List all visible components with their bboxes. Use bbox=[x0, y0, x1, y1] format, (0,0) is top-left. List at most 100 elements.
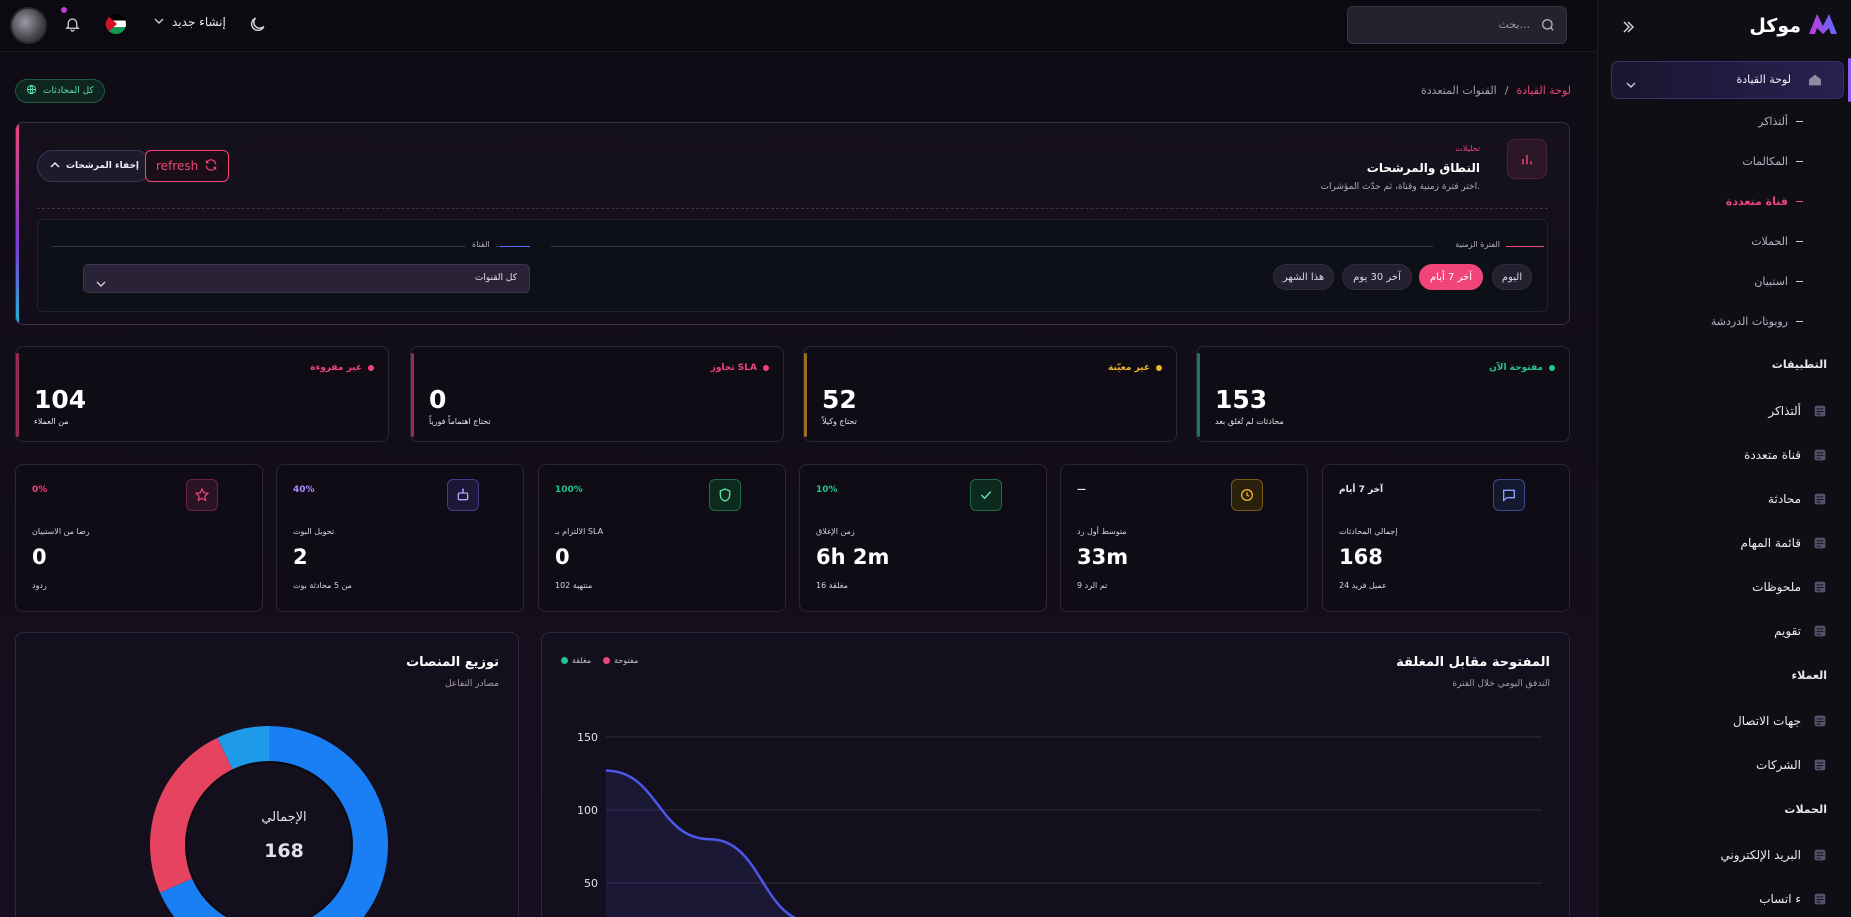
kpi-subtext: من العملاء bbox=[34, 417, 69, 426]
breadcrumb-home[interactable]: لوحة القيادة bbox=[1516, 84, 1571, 97]
bot-icon bbox=[447, 479, 479, 511]
donut-hole bbox=[185, 761, 353, 917]
period-today[interactable]: اليوم bbox=[1492, 264, 1532, 290]
ticket-icon bbox=[1811, 402, 1829, 420]
line-card-subtitle: التدفق اليومي خلال الفترة bbox=[1452, 679, 1550, 689]
stat-value: 0 bbox=[32, 545, 47, 569]
top-bar: إنشاء جديد بحث... bbox=[0, 0, 1597, 52]
sidebar-item-label: ملحوظات bbox=[1752, 580, 1801, 594]
donut-slice[interactable] bbox=[217, 726, 270, 771]
sidebar-subitem-dash bbox=[1796, 281, 1803, 282]
sidebar-item-label: قائمة المهام bbox=[1740, 536, 1801, 550]
sidebar-subitem[interactable]: ألتذاكر bbox=[1758, 115, 1803, 128]
stat-subtext: 24 عميل فريد bbox=[1339, 581, 1387, 590]
sidebar-subitem-dash bbox=[1796, 201, 1803, 202]
avatar[interactable] bbox=[10, 7, 47, 44]
legend-open-swatch bbox=[603, 657, 611, 664]
breadcrumb-current: القنوات المتعددة bbox=[1421, 84, 1497, 97]
chat-icon bbox=[1493, 479, 1525, 511]
search-box[interactable]: بحث... bbox=[1347, 6, 1567, 44]
kpi-status-dot bbox=[1549, 365, 1555, 371]
donut-center-label: الإجمالي bbox=[261, 810, 307, 825]
stat-subtext: من 5 محادثة بوت bbox=[293, 581, 352, 590]
notes-icon bbox=[1811, 578, 1829, 596]
stat-value: 0 bbox=[555, 545, 570, 569]
sidebar-subitem[interactable]: روبوتات الدردشة bbox=[1711, 315, 1803, 328]
kpi-status-dot bbox=[1156, 365, 1162, 371]
donut-slice[interactable] bbox=[150, 737, 234, 893]
multichannel-icon bbox=[1811, 446, 1829, 464]
chevron-down-icon bbox=[96, 274, 106, 293]
sidebar-subitem[interactable]: الحملات bbox=[1751, 235, 1803, 248]
filters-accent-bar bbox=[16, 123, 19, 324]
search-input[interactable]: بحث... bbox=[1498, 18, 1530, 31]
sidebar-subitem[interactable]: المكالمات bbox=[1742, 155, 1803, 168]
calendar-icon bbox=[1811, 622, 1829, 640]
language-flag-icon[interactable] bbox=[106, 14, 126, 34]
kpi-label: غير مقروءة bbox=[310, 363, 374, 373]
refresh-icon bbox=[204, 158, 218, 175]
sidebar-item-dashboard[interactable]: لوحة القيادة bbox=[1611, 61, 1844, 99]
kpi-label-text: مفتوحة الآن bbox=[1489, 363, 1543, 373]
sidebar-subitem-label: المكالمات bbox=[1742, 155, 1788, 168]
sidebar-item[interactable]: تقويم bbox=[1774, 622, 1829, 640]
sidebar-item[interactable]: جهات الاتصال bbox=[1733, 712, 1829, 730]
sidebar-item-label: الشركات bbox=[1756, 758, 1801, 772]
sidebar-item[interactable]: الشركات bbox=[1756, 756, 1829, 774]
stat-card: 100% الالتزام بـ SLA 0 102 منتهية bbox=[538, 464, 786, 612]
kpi-label: مفتوحة الآن bbox=[1489, 363, 1555, 373]
sidebar-subitem-label: استبيان bbox=[1754, 275, 1788, 288]
stat-label: الالتزام بـ SLA bbox=[555, 527, 604, 536]
kpi-label-text: تجاوز SLA bbox=[710, 363, 757, 373]
stat-card: 40% تحويل البوت 2 من 5 محادثة بوت bbox=[276, 464, 524, 612]
stat-card: آخر 7 أيام إجمالي المحادثات 168 24 عميل فري… bbox=[1322, 464, 1570, 612]
sidebar-item[interactable]: ء اتساب bbox=[1759, 890, 1829, 908]
channel-select[interactable]: كل القنوات bbox=[83, 264, 530, 293]
y-tick-label: 150 bbox=[577, 731, 598, 744]
y-tick-label: 50 bbox=[584, 877, 598, 890]
stat-card: 0% رضا من الاستبيان 0 ردود bbox=[15, 464, 263, 612]
all-chats-badge[interactable]: كل المحادثات bbox=[15, 79, 105, 103]
all-chats-label: كل المحادثات bbox=[43, 86, 94, 96]
globe-icon bbox=[26, 84, 37, 98]
create-new-dropdown[interactable]: إنشاء جديد bbox=[154, 15, 226, 29]
bell-icon[interactable] bbox=[64, 15, 81, 33]
analytics-chart-icon bbox=[1507, 139, 1547, 179]
sidebar-item[interactable]: محادثة bbox=[1768, 490, 1829, 508]
sidebar-item-label: جهات الاتصال bbox=[1732, 714, 1801, 728]
stat-value: 33m bbox=[1077, 545, 1129, 569]
sidebar-item[interactable]: البريد الإلكتروني bbox=[1720, 846, 1829, 864]
stat-value: 2 bbox=[293, 545, 308, 569]
sidebar-subitem-dash bbox=[1796, 241, 1803, 242]
stat-label: متوسط أول رد bbox=[1077, 527, 1127, 536]
sidebar-subitem[interactable]: قناة متعددة bbox=[1726, 195, 1803, 208]
stat-value: 6h 2m bbox=[816, 545, 890, 569]
sidebar-item[interactable]: ألتذاكر bbox=[1768, 402, 1829, 420]
sidebar-subitem[interactable]: استبيان bbox=[1754, 275, 1803, 288]
chevron-down-icon bbox=[1626, 75, 1636, 94]
sidebar-item[interactable]: قناة متعددة bbox=[1744, 446, 1829, 464]
period-label: الفترة الزمنية bbox=[1449, 240, 1506, 249]
contacts-icon bbox=[1811, 712, 1829, 730]
sidebar-subitem-dash bbox=[1796, 321, 1803, 322]
moon-icon[interactable] bbox=[248, 15, 267, 34]
kpi-subtext: تحتاج اهتماماً فورياً bbox=[429, 417, 491, 426]
collapse-sidebar-icon[interactable] bbox=[1620, 19, 1636, 39]
sidebar-item[interactable]: قائمة المهام bbox=[1741, 534, 1829, 552]
sidebar-item[interactable]: ملحوظات bbox=[1752, 578, 1829, 596]
kpi-accent-bar bbox=[1197, 353, 1200, 437]
hide-filters-button[interactable]: إخفاء المرشحات bbox=[37, 150, 153, 182]
refresh-button[interactable]: refresh bbox=[145, 150, 230, 182]
stat-label: إجمالي المحادثات bbox=[1339, 527, 1398, 536]
period-last-7-days[interactable]: آخر 7 أيام bbox=[1419, 264, 1483, 290]
period-this-month[interactable]: هذا الشهر bbox=[1273, 264, 1334, 290]
kpi-card: غير مقروءة 104 من العملاء bbox=[15, 346, 389, 442]
stat-subtext: 9 تم الرد bbox=[1077, 581, 1108, 590]
donut-slice[interactable] bbox=[159, 726, 388, 917]
kpi-subtext: محادثات لم تُغلق بعد bbox=[1215, 417, 1284, 426]
stat-subtext: ردود bbox=[32, 581, 47, 590]
kpi-value: 0 bbox=[429, 385, 447, 414]
legend-open: مفتوحة bbox=[603, 656, 638, 665]
stat-card: 10% زمن الإغلاق 6h 2m 16 مغلقة bbox=[799, 464, 1047, 612]
period-last-30-days[interactable]: آخر 30 يوم bbox=[1342, 264, 1412, 290]
